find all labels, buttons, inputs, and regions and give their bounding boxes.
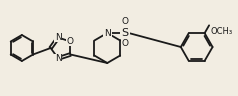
- Text: N: N: [55, 33, 62, 42]
- Text: O: O: [67, 37, 74, 46]
- Text: O: O: [122, 39, 129, 48]
- Text: N: N: [104, 29, 111, 38]
- Text: OCH₃: OCH₃: [210, 27, 232, 36]
- Text: S: S: [122, 28, 129, 38]
- Text: N: N: [55, 54, 62, 63]
- Text: O: O: [122, 17, 129, 26]
